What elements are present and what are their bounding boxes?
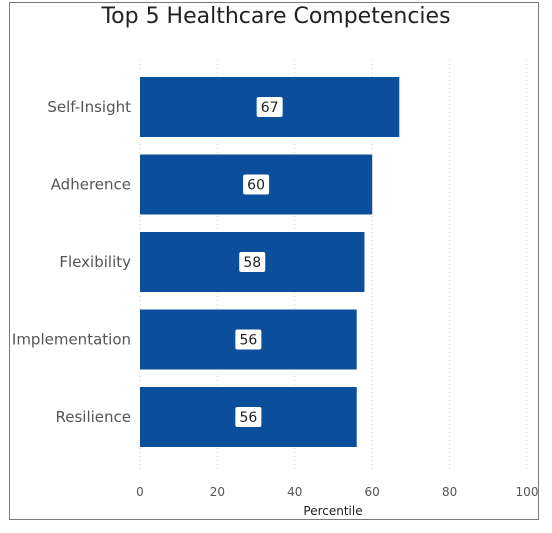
category-labels: Self-Insight Adherence Flexibility Implemen… <box>12 98 131 426</box>
data-label: 60 <box>247 178 265 194</box>
x-axis-title: Percentile <box>303 504 362 518</box>
data-label: 56 <box>239 410 257 426</box>
bars: 67 60 58 56 56 <box>140 77 400 447</box>
x-tick-label: 80 <box>442 485 457 499</box>
data-label-box <box>243 174 270 195</box>
category-label: Self-Insight <box>47 98 131 116</box>
data-label-box <box>235 407 262 427</box>
x-tick-label: 60 <box>365 485 380 499</box>
x-tick-labels: 0 20 40 60 80 100 <box>136 485 538 499</box>
data-label-box <box>239 252 266 272</box>
data-label: 56 <box>239 333 257 349</box>
data-label: 58 <box>243 255 261 271</box>
category-label: Flexibility <box>59 253 131 271</box>
data-label: 67 <box>261 100 279 116</box>
x-tick-label: 100 <box>516 485 539 499</box>
x-tick-label: 20 <box>210 485 225 499</box>
data-label-box <box>235 329 262 350</box>
category-label: Resilience <box>55 408 131 426</box>
chart-title: Top 5 Healthcare Competencies <box>101 4 451 29</box>
data-label-box <box>256 97 283 117</box>
x-tick-label: 0 <box>136 485 144 499</box>
x-tick-label: 40 <box>287 485 302 499</box>
category-label: Adherence <box>51 176 131 194</box>
category-label: Implementation <box>12 331 131 349</box>
